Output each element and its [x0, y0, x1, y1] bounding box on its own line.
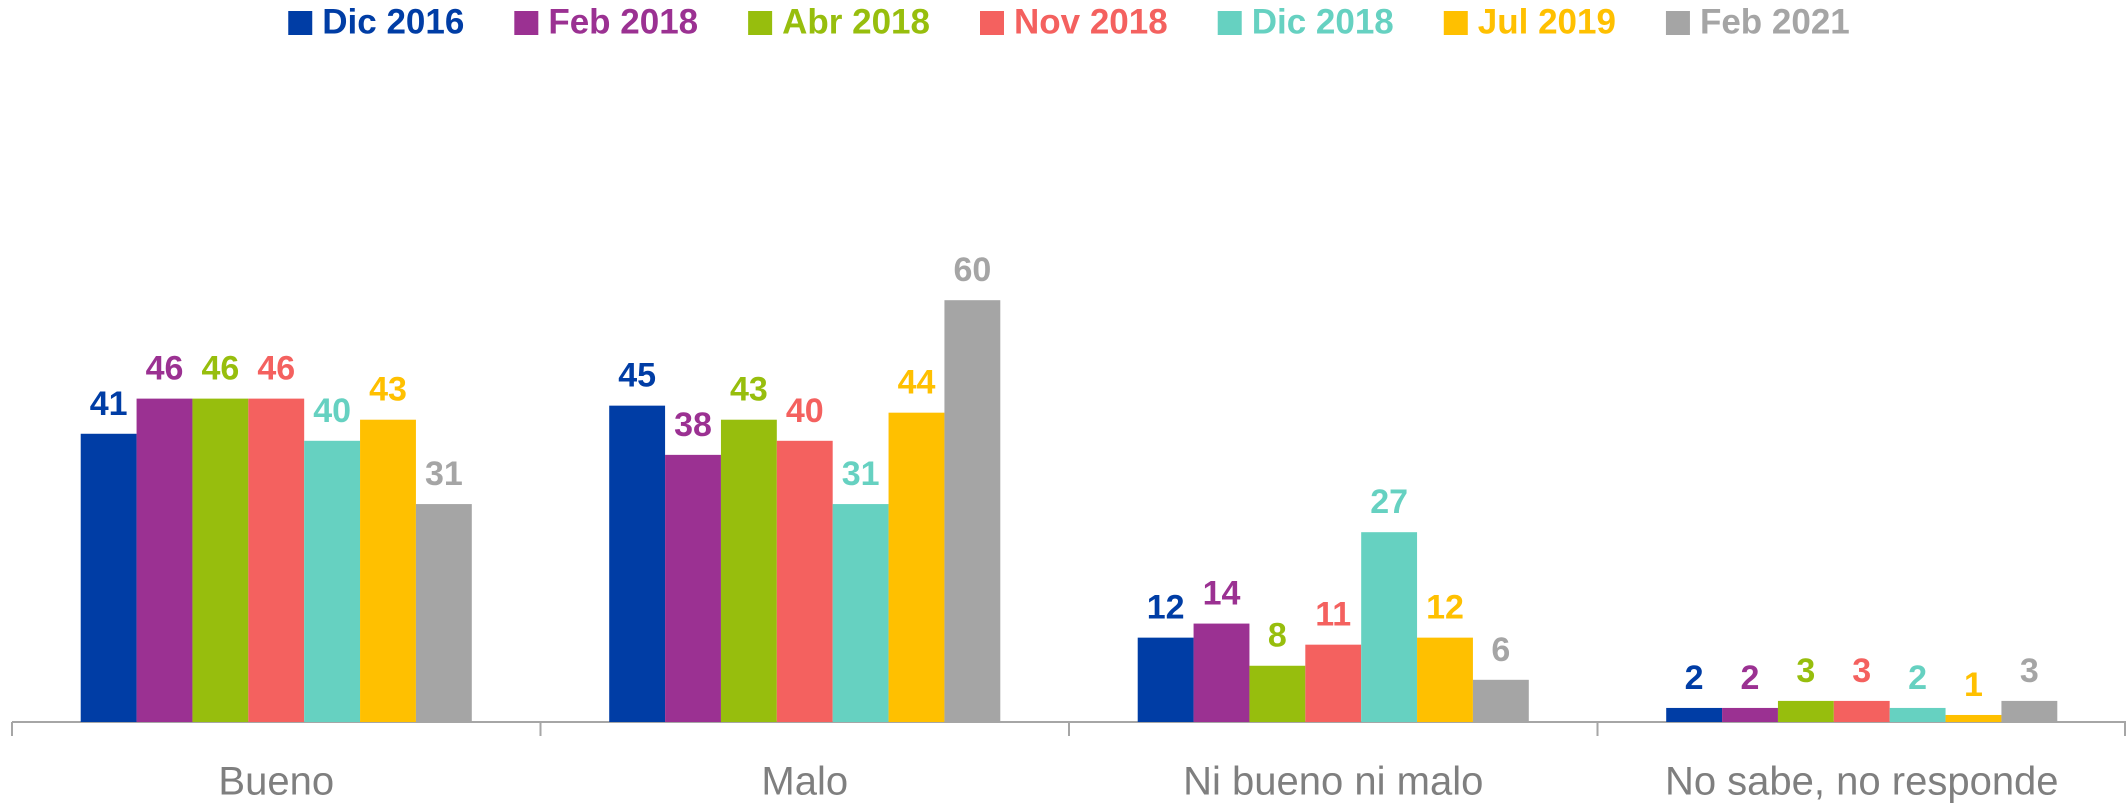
bar — [1361, 532, 1418, 722]
legend-swatch — [1217, 11, 1242, 35]
x-tick-label: Ni bueno ni malo — [1183, 760, 1483, 804]
bar — [944, 300, 1001, 722]
data-label: 44 — [898, 364, 936, 402]
bar — [304, 440, 361, 722]
bar — [136, 398, 193, 722]
legend-label: Dic 2016 — [322, 2, 464, 41]
data-label: 31 — [425, 455, 463, 493]
legend-label: Feb 2021 — [1700, 2, 1850, 41]
data-label: 40 — [313, 392, 351, 430]
legend-swatch — [1443, 11, 1468, 35]
bar — [192, 398, 249, 722]
bar — [1889, 707, 1946, 722]
data-label: 2 — [1908, 659, 1927, 697]
data-label: 1 — [1964, 666, 1983, 704]
data-label: 3 — [1796, 652, 1815, 690]
bar — [720, 419, 777, 722]
bar — [1417, 637, 1473, 722]
data-label: 14 — [1203, 575, 1241, 613]
data-label: 3 — [2020, 652, 2039, 690]
bar — [1722, 707, 1778, 722]
data-label: 60 — [953, 251, 991, 289]
bar — [888, 412, 945, 722]
bar — [1193, 623, 1250, 722]
data-label: 41 — [90, 385, 128, 423]
x-tick-label: Bueno — [218, 760, 334, 804]
data-label: 11 — [1315, 596, 1351, 634]
data-label: 12 — [1147, 589, 1185, 627]
x-tick-label: Malo — [761, 760, 848, 804]
data-label: 2 — [1685, 659, 1704, 697]
legend-label: Feb 2018 — [548, 2, 698, 41]
bar — [80, 433, 137, 722]
legend-swatch — [288, 11, 313, 35]
legend-swatch — [514, 11, 539, 35]
legend-label: Nov 2018 — [1014, 2, 1168, 41]
data-label: 40 — [786, 392, 824, 430]
legend-swatch — [1665, 11, 1690, 35]
bar — [776, 440, 833, 722]
data-label: 2 — [1741, 659, 1760, 697]
bar — [1249, 665, 1306, 722]
data-label: 43 — [369, 371, 407, 409]
bar — [1137, 637, 1194, 722]
bar — [360, 419, 416, 722]
data-label: 8 — [1268, 617, 1287, 655]
bar — [1777, 700, 1834, 722]
bar — [248, 398, 305, 722]
bar — [1945, 714, 2002, 722]
data-label: 27 — [1370, 483, 1408, 521]
legend-label: Dic 2018 — [1252, 2, 1394, 41]
bar — [1666, 707, 1723, 722]
legend-label: Jul 2019 — [1478, 2, 1616, 41]
data-label: 46 — [257, 350, 295, 388]
legend-label: Abr 2018 — [782, 2, 930, 41]
bar — [1833, 700, 1890, 722]
data-label: 6 — [1491, 631, 1510, 669]
data-label: 12 — [1426, 589, 1464, 627]
data-label: 46 — [146, 350, 184, 388]
data-label: 43 — [730, 371, 768, 409]
bar — [1472, 679, 1529, 722]
legend-swatch — [980, 11, 1004, 35]
data-label: 31 — [842, 455, 880, 493]
data-label: 38 — [674, 406, 712, 444]
bar — [832, 504, 889, 722]
data-label: 45 — [618, 357, 656, 395]
x-tick-label: No sabe, no responde — [1665, 760, 2059, 804]
bar — [415, 504, 472, 722]
data-label: 3 — [1852, 652, 1871, 690]
bar — [609, 405, 666, 722]
bar — [1305, 644, 1362, 722]
bar — [2001, 700, 2058, 722]
data-label: 46 — [201, 350, 239, 388]
legend-swatch — [748, 11, 773, 35]
bar — [665, 454, 721, 722]
